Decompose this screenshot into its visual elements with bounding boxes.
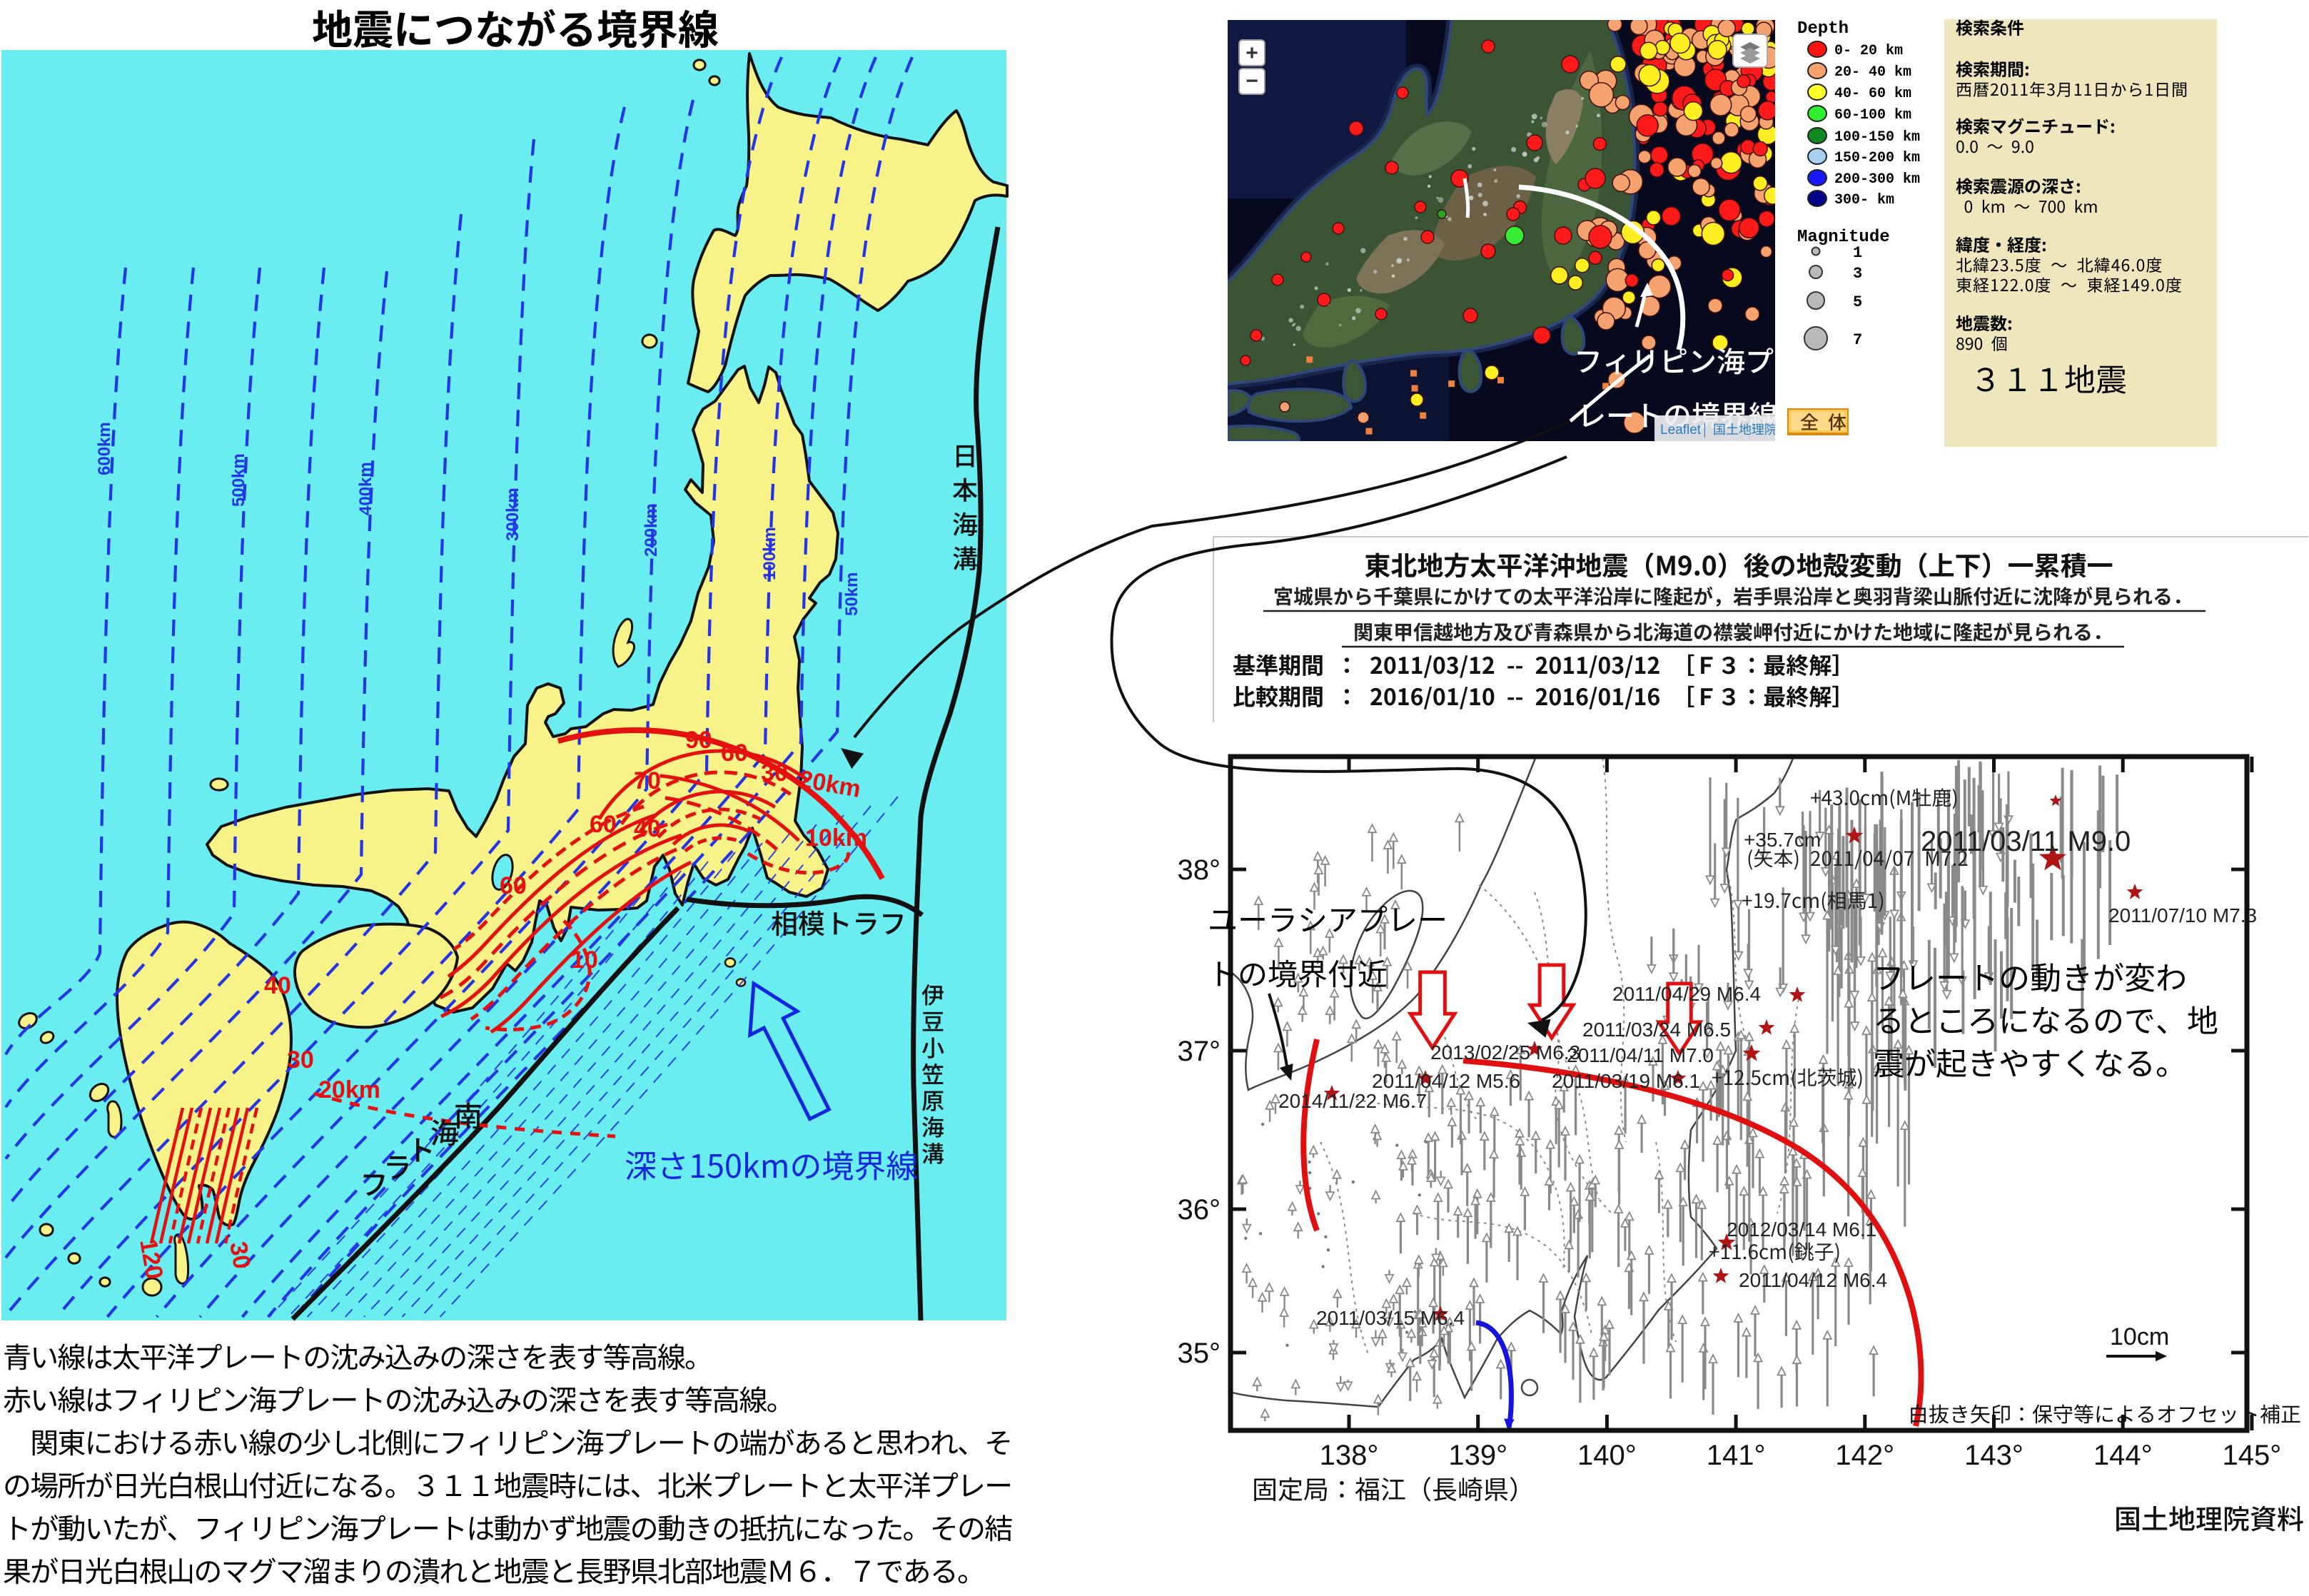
svg-text:30: 30 bbox=[287, 1046, 314, 1074]
svg-text:2011/03/19 M6.1: 2011/03/19 M6.1 bbox=[1552, 1070, 1700, 1092]
svg-text:2011/04/12 M6.4: 2011/04/12 M6.4 bbox=[1739, 1269, 1887, 1291]
svg-text:145°: 145° bbox=[2223, 1440, 2282, 1471]
svg-text:2011/03/15 M6.4: 2011/03/15 M6.4 bbox=[1316, 1307, 1465, 1329]
svg-text:144°: 144° bbox=[2093, 1440, 2153, 1471]
svg-text:2012/03/14 M6.1: 2012/03/14 M6.1 bbox=[1727, 1218, 1876, 1241]
svg-text:2011/03/11 M9.0: 2011/03/11 M9.0 bbox=[1921, 826, 2131, 857]
svg-text:60-100 km: 60-100 km bbox=[1834, 107, 1911, 123]
svg-text:20km: 20km bbox=[318, 1076, 380, 1103]
svg-text:Leaflet: Leaflet bbox=[1660, 423, 1702, 438]
svg-text:200km: 200km bbox=[642, 503, 661, 557]
svg-text:2013/02/25 M6.3: 2013/02/25 M6.3 bbox=[1430, 1041, 1580, 1064]
svg-text:60: 60 bbox=[590, 811, 617, 838]
svg-text:40: 40 bbox=[634, 815, 661, 842]
svg-text:138°: 138° bbox=[1320, 1440, 1379, 1471]
svg-text:Magnitude: Magnitude bbox=[1797, 228, 1890, 247]
svg-text:2011/04/29 M6.4: 2011/04/29 M6.4 bbox=[1612, 983, 1761, 1005]
svg-text:100-150 km: 100-150 km bbox=[1834, 129, 1920, 146]
svg-text:500km: 500km bbox=[229, 453, 248, 507]
svg-text:2014/11/22 M6.7: 2014/11/22 M6.7 bbox=[1278, 1090, 1427, 1112]
svg-text:0- 20 km: 0- 20 km bbox=[1834, 43, 1903, 59]
svg-text:2011/07/10 M7.3: 2011/07/10 M7.3 bbox=[2108, 904, 2257, 926]
svg-text:20- 40 km: 20- 40 km bbox=[1834, 64, 1911, 81]
svg-text:35°: 35° bbox=[1178, 1338, 1221, 1369]
svg-text:143°: 143° bbox=[1964, 1440, 2023, 1471]
svg-text:10: 10 bbox=[571, 946, 598, 974]
svg-text:7: 7 bbox=[1853, 331, 1862, 349]
svg-text:37°: 37° bbox=[1178, 1036, 1221, 1067]
svg-text:60: 60 bbox=[500, 872, 527, 899]
svg-text:36°: 36° bbox=[1178, 1194, 1221, 1226]
svg-text:2011/04/11 M7.0: 2011/04/11 M7.0 bbox=[1567, 1044, 1714, 1066]
svg-text:40- 60 km: 40- 60 km bbox=[1834, 86, 1911, 102]
svg-text:70: 70 bbox=[634, 767, 661, 794]
svg-text:30: 30 bbox=[761, 759, 788, 787]
svg-text:100km: 100km bbox=[760, 527, 779, 580]
svg-text:40: 40 bbox=[264, 972, 291, 999]
svg-text:140°: 140° bbox=[1577, 1440, 1637, 1471]
svg-text:38°: 38° bbox=[1178, 854, 1221, 886]
svg-text:+35.7cm: +35.7cm bbox=[1744, 829, 1821, 851]
svg-text:3: 3 bbox=[1853, 265, 1862, 283]
svg-text:5: 5 bbox=[1853, 293, 1862, 311]
svg-text:600km: 600km bbox=[95, 422, 114, 475]
svg-text:300- km: 300- km bbox=[1834, 192, 1894, 208]
svg-text:200-300 km: 200-300 km bbox=[1834, 171, 1920, 188]
svg-text:60: 60 bbox=[721, 739, 748, 767]
svg-text:141°: 141° bbox=[1707, 1440, 1766, 1471]
svg-text:10cm: 10cm bbox=[2110, 1323, 2169, 1350]
svg-text:139°: 139° bbox=[1448, 1440, 1507, 1471]
svg-text:400km: 400km bbox=[356, 462, 375, 515]
svg-text:10km: 10km bbox=[805, 824, 867, 852]
svg-text:50km: 50km bbox=[842, 572, 862, 616]
svg-text:142°: 142° bbox=[1835, 1440, 1894, 1471]
svg-text:150-200 km: 150-200 km bbox=[1834, 150, 1920, 166]
svg-text:Depth: Depth bbox=[1797, 19, 1849, 39]
svg-text:1: 1 bbox=[1853, 244, 1862, 262]
svg-text:90: 90 bbox=[685, 727, 712, 754]
svg-text:+: + bbox=[1246, 41, 1258, 65]
svg-text:30: 30 bbox=[224, 1240, 256, 1271]
svg-text:300km: 300km bbox=[503, 488, 522, 541]
svg-text:−: − bbox=[1246, 69, 1258, 93]
svg-text:2011/03/24 M6.5: 2011/03/24 M6.5 bbox=[1582, 1019, 1731, 1041]
svg-text:2011/04/12 M5.6: 2011/04/12 M5.6 bbox=[1372, 1070, 1520, 1092]
